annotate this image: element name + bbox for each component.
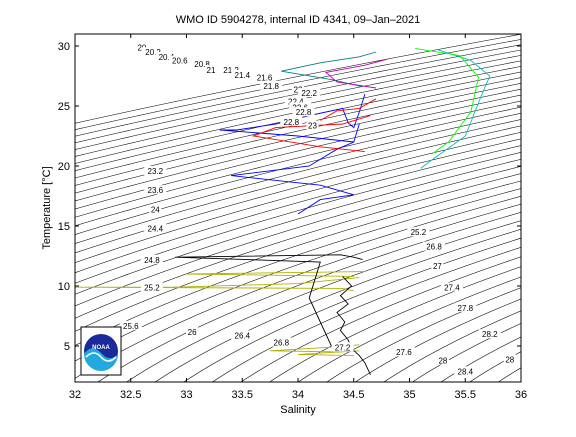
x-axis-label: Salinity	[280, 404, 316, 416]
contour-label-17: 23.2	[148, 167, 164, 176]
contour-label-9: 21.8	[263, 82, 279, 91]
contour-label-21: 24.8	[144, 256, 160, 265]
logo-text: NOAA	[92, 345, 110, 351]
contour-label-30: 28.4	[458, 367, 474, 376]
contour-label-3: 20.6	[172, 57, 188, 66]
y-tick-label-5: 30	[58, 41, 70, 53]
contour-label-18: 23.6	[148, 186, 164, 195]
contour-label-35: 27.4	[444, 283, 460, 292]
contour-label-16: 23	[308, 121, 317, 130]
contour-label-19: 24	[151, 205, 160, 214]
contour-label-34: 27	[433, 262, 442, 271]
contour-label-36: 27.8	[458, 304, 474, 313]
y-tick-label-4: 25	[58, 101, 70, 113]
contour-label-15: 22.8	[284, 118, 300, 127]
y-tick-label-0: 5	[64, 341, 70, 353]
contour-label-32: 25.2	[411, 228, 427, 237]
contour-label-31: 28	[505, 355, 514, 364]
x-tick-label-7: 35.5	[455, 389, 476, 401]
y-tick-label-3: 20	[58, 161, 70, 173]
x-tick-label-6: 35	[403, 389, 415, 401]
contour-label-37: 28.2	[482, 330, 498, 339]
contour-label-27: 27.2	[335, 343, 351, 352]
y-tick-label-1: 10	[58, 281, 70, 293]
contour-label-22: 25.2	[144, 283, 160, 292]
contour-label-7: 21.4	[235, 71, 251, 80]
contour-label-26: 26.8	[274, 339, 290, 348]
contour-label-23: 25.6	[123, 322, 139, 331]
y-axis-label: Temperature [°C]	[41, 166, 53, 249]
contour-label-14: 22.8	[296, 108, 312, 117]
x-tick-label-4: 34	[292, 389, 304, 401]
contour-label-5: 21	[207, 66, 216, 75]
contour-label-29: 28	[438, 357, 447, 366]
noaa-logo-icon: NOAA	[81, 327, 121, 375]
x-tick-label-3: 33.5	[232, 389, 253, 401]
x-tick-label-0: 32	[69, 389, 81, 401]
x-tick-label-5: 34.5	[343, 389, 364, 401]
contour-label-20: 24.4	[148, 225, 164, 234]
x-tick-label-2: 33	[180, 389, 192, 401]
contour-label-25: 26.4	[235, 331, 251, 340]
contour-label-28: 27.6	[396, 348, 412, 357]
contour-label-33: 26.8	[426, 243, 442, 252]
chart-title: WMO ID 5904278, internal ID 4341, 09–Jan…	[176, 14, 421, 26]
x-tick-label-8: 36	[515, 389, 527, 401]
contour-label-24: 26	[188, 328, 197, 337]
x-tick-label-1: 32.5	[120, 389, 141, 401]
y-tick-label-2: 15	[58, 221, 70, 233]
